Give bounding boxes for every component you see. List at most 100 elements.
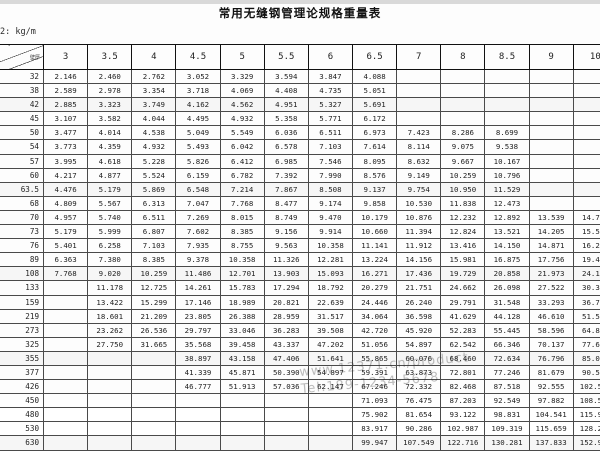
cell-weight: 4.932 — [131, 139, 177, 155]
cell-weight: 6.258 — [87, 238, 133, 254]
table-row: 273 23.262 26.536 29.797 33.046 36.283 39.508 4… — [0, 322, 600, 338]
cell-weight — [43, 280, 89, 296]
cell-weight: 23.805 — [175, 308, 221, 324]
cell-weight: 3.052 — [175, 68, 221, 85]
cell-weight — [263, 421, 309, 437]
cell-weight: 24.662 — [440, 280, 486, 296]
cell-weight: 3.847 — [307, 68, 354, 85]
cell-weight: 19.729 — [440, 266, 486, 282]
cell-weight: 98.831 — [484, 407, 530, 423]
cell-weight: 27.750 — [87, 336, 133, 352]
row-label-outer-diameter: 60 — [0, 167, 45, 183]
cell-weight: 9.137 — [351, 181, 398, 197]
cell-weight: 17.146 — [175, 294, 221, 310]
cell-weight — [572, 97, 600, 113]
cell-weight — [43, 308, 89, 324]
cell-weight — [43, 350, 89, 366]
cell-weight: 3.594 — [263, 68, 309, 85]
cell-weight: 50.390 — [263, 364, 309, 381]
row-label-outer-diameter: 426 — [0, 379, 45, 395]
cell-weight: 7.990 — [307, 167, 354, 183]
cell-weight: 9.538 — [484, 139, 530, 155]
cell-weight: 11.529 — [484, 181, 530, 197]
cell-weight: 77.246 — [484, 364, 530, 381]
cell-weight — [175, 407, 221, 423]
cell-weight: 7.103 — [131, 238, 177, 254]
cell-weight: 11.141 — [351, 238, 398, 254]
cell-weight: 108.511 — [572, 393, 600, 409]
table-row: 133 11.178 12.725 14.261 15.783 17.294 18.792 2… — [0, 280, 600, 296]
cell-weight — [87, 435, 133, 451]
cell-weight — [43, 379, 89, 395]
cell-weight: 15.783 — [219, 280, 265, 296]
column-header-2: 4 — [131, 44, 177, 70]
cell-weight: 10.950 — [440, 181, 486, 197]
cell-weight: 5.549 — [219, 125, 265, 141]
cell-weight — [484, 111, 530, 127]
cell-weight — [440, 83, 486, 99]
cell-weight: 27.522 — [528, 280, 574, 296]
row-label-outer-diameter: 530 — [0, 421, 45, 437]
cell-weight: 6.548 — [175, 181, 221, 197]
cell-weight: 10.259 — [131, 266, 177, 282]
cell-weight: 75.902 — [351, 407, 398, 423]
cell-weight: 17.436 — [396, 266, 442, 282]
cell-weight: 14.205 — [528, 224, 574, 240]
cell-weight — [528, 167, 574, 183]
cell-weight: 5.567 — [87, 195, 133, 211]
cell-weight: 6.412 — [219, 153, 265, 169]
cell-weight: 47.406 — [263, 350, 309, 366]
cell-weight: 68.460 — [440, 350, 486, 366]
column-header-9: 8 — [440, 44, 486, 70]
cell-weight: 36.598 — [396, 308, 442, 324]
table-row: 70 4.957 5.740 6.511 7.269 8.015 8.749 9.470 10.… — [0, 209, 600, 226]
cell-weight: 7.867 — [263, 181, 309, 197]
cell-weight — [440, 111, 486, 127]
cell-weight: 11.178 — [87, 280, 133, 296]
row-label-outer-diameter: 68 — [0, 195, 45, 211]
cell-weight — [43, 435, 89, 451]
cell-weight: 9.174 — [307, 195, 354, 211]
cell-weight: 11.838 — [440, 195, 486, 211]
cell-weight: 13.903 — [263, 266, 309, 282]
cell-weight — [175, 435, 221, 451]
cell-weight: 9.667 — [440, 153, 486, 169]
cell-weight: 12.892 — [484, 209, 530, 226]
column-header-7: 6.5 — [351, 44, 398, 70]
cell-weight: 16.277 — [572, 238, 600, 254]
cell-weight: 8.477 — [263, 195, 309, 211]
cell-weight: 9.563 — [263, 238, 309, 254]
cell-weight: 3.582 — [87, 111, 133, 127]
cell-weight: 31.665 — [131, 336, 177, 352]
row-label-outer-diameter: 450 — [0, 393, 45, 409]
cell-weight: 7.047 — [175, 195, 221, 211]
cell-weight: 5.401 — [43, 238, 89, 254]
cell-weight: 3.329 — [219, 68, 265, 85]
cell-weight: 36.283 — [263, 322, 309, 338]
cell-weight: 59.391 — [351, 364, 398, 381]
cell-weight: 9.075 — [440, 139, 486, 155]
column-header-1: 3.5 — [87, 44, 133, 70]
cell-weight: 55.865 — [351, 350, 398, 366]
cell-weight: 82.468 — [440, 379, 486, 395]
cell-weight: 4.069 — [219, 83, 265, 99]
cell-weight: 4.476 — [43, 181, 89, 197]
cell-weight: 4.044 — [131, 111, 177, 127]
cell-weight: 5.179 — [43, 224, 89, 240]
cell-weight — [572, 125, 600, 141]
cell-weight — [528, 68, 574, 85]
row-label-outer-diameter: 630 — [0, 435, 45, 451]
cell-weight: 3.749 — [131, 97, 177, 113]
cell-weight: 93.122 — [440, 407, 486, 423]
cell-weight — [43, 393, 89, 409]
cell-weight: 43.158 — [219, 350, 265, 366]
cell-weight: 3.477 — [43, 125, 89, 141]
cell-weight — [572, 167, 600, 183]
cell-weight: 62.542 — [440, 336, 486, 352]
cell-weight: 26.240 — [396, 294, 442, 310]
cell-weight: 87.203 — [440, 393, 486, 409]
cell-weight: 3.107 — [43, 111, 89, 127]
cell-weight: 24.168 — [572, 266, 600, 282]
cell-weight: 20.858 — [484, 266, 530, 282]
